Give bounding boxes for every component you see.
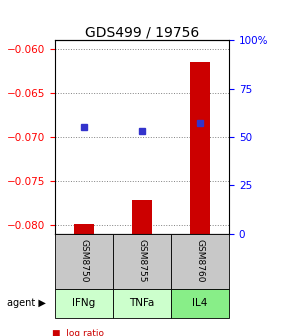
Text: IL4: IL4 [192, 298, 208, 308]
Title: GDS499 / 19756: GDS499 / 19756 [85, 25, 199, 39]
Text: TNFa: TNFa [129, 298, 155, 308]
Bar [132, 200, 152, 234]
Text: agent ▶: agent ▶ [7, 298, 46, 308]
Text: GSM8755: GSM8755 [137, 240, 147, 283]
Text: IFNg: IFNg [72, 298, 96, 308]
Text: ■  log ratio: ■ log ratio [52, 329, 104, 336]
Bar [74, 224, 94, 234]
Bar [190, 62, 210, 234]
Text: GSM8760: GSM8760 [195, 240, 205, 283]
Text: GSM8750: GSM8750 [79, 240, 89, 283]
